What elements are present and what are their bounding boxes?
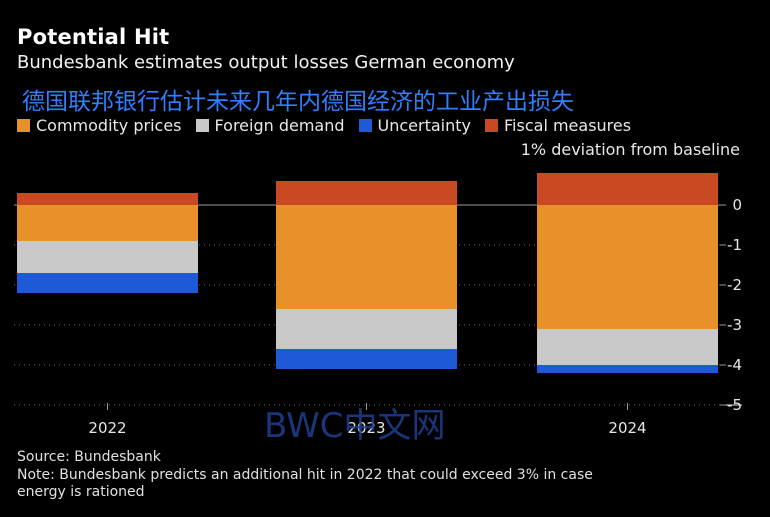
- x-category-label-2023: 2023: [347, 419, 385, 437]
- y-tick-label: -2: [727, 276, 742, 294]
- legend-item-foreign-demand: Foreign demand: [195, 116, 345, 135]
- x-category-label-2022: 2022: [88, 419, 126, 437]
- legend-swatch-uncertainty: [358, 119, 372, 132]
- source-note: Source: Bundesbank: [17, 449, 161, 465]
- bar-2024-commodity-prices: [537, 205, 718, 329]
- y-tick-label: -1: [727, 236, 742, 254]
- legend-swatch-foreign-demand: [195, 119, 209, 132]
- bar-2023-commodity-prices: [276, 205, 457, 309]
- footnote: Note: Bundesbank predicts an additional …: [17, 467, 593, 500]
- chart-subtitle: Bundesbank estimates output losses Germa…: [17, 52, 515, 73]
- bar-2024-foreign-demand: [537, 329, 718, 365]
- axis-unit-note: 1% deviation from baseline: [520, 140, 740, 159]
- legend: Commodity prices Foreign demand Uncertai…: [17, 116, 631, 135]
- y-tick-label: 0: [732, 196, 742, 214]
- chart-subtitle-chinese: 德国联邦银行估计未来几年内德国经济的工业产出损失: [22, 89, 574, 115]
- bar-2023-foreign-demand: [276, 309, 457, 349]
- y-tick-label: -4: [727, 356, 742, 374]
- legend-swatch-commodity-prices: [17, 119, 30, 132]
- legend-item-commodity-prices: Commodity prices: [17, 116, 182, 135]
- watermark: BWC中文网: [264, 406, 446, 446]
- chart-title: Potential Hit: [17, 25, 170, 49]
- x-category-label-2024: 2024: [608, 419, 646, 437]
- bar-2022-foreign-demand: [17, 241, 198, 273]
- bar-2022-commodity-prices: [17, 205, 198, 241]
- bar-2024-fiscal-measures: [537, 173, 718, 205]
- legend-label-uncertainty: Uncertainty: [377, 116, 472, 135]
- legend-label-commodity-prices: Commodity prices: [36, 116, 182, 135]
- bar-2024-uncertainty: [537, 365, 718, 373]
- bar-2023-fiscal-measures: [276, 181, 457, 205]
- bar-2022-uncertainty: [17, 273, 198, 293]
- legend-item-uncertainty: Uncertainty: [358, 116, 472, 135]
- legend-label-foreign-demand: Foreign demand: [214, 116, 345, 135]
- legend-label-fiscal-measures: Fiscal measures: [504, 116, 632, 135]
- bar-2022-fiscal-measures: [17, 193, 198, 205]
- legend-swatch-fiscal-measures: [485, 119, 499, 132]
- bar-2023-uncertainty: [276, 349, 457, 369]
- legend-item-fiscal-measures: Fiscal measures: [485, 116, 631, 135]
- y-tick-label: -3: [727, 316, 742, 334]
